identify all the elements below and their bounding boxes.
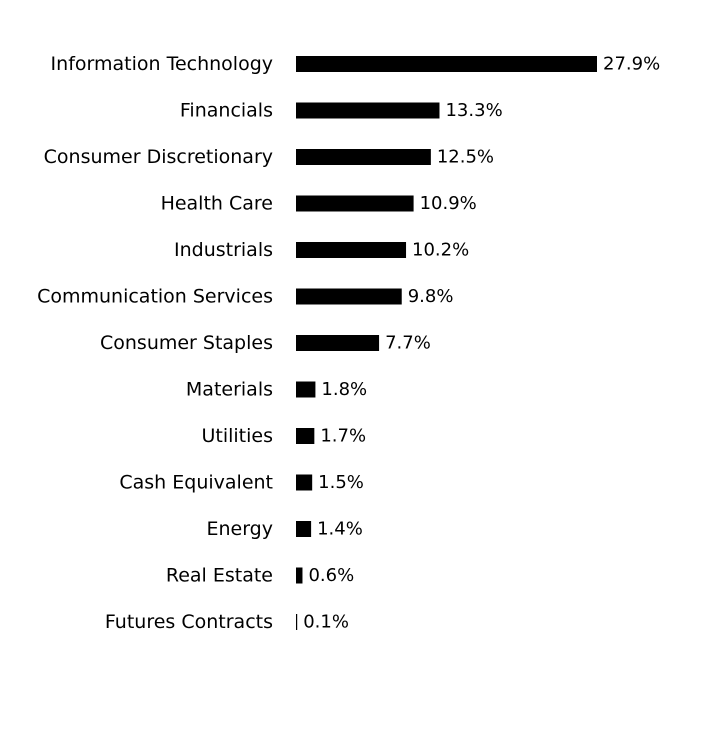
category-label: Consumer Staples — [100, 332, 273, 354]
bar — [296, 521, 312, 537]
category-label: Information Technology — [51, 53, 273, 75]
value-label: 13.3% — [445, 100, 502, 121]
value-label: 10.9% — [420, 193, 477, 214]
value-labels: 27.9% 13.3% 12.5% 10.9% 10.2% 9.8% 7.7% 1.8% 1.7… — [303, 54, 660, 633]
category-label: Financials — [180, 100, 273, 122]
bar — [296, 381, 316, 398]
category-label: Real Estate — [166, 565, 273, 587]
category-label: Cash Equivalent — [119, 472, 273, 494]
value-label: 1.8% — [321, 379, 367, 400]
category-labels: Information Technology Financials Consumer… — [37, 53, 273, 633]
category-label: Futures Contracts — [105, 611, 273, 633]
value-label: 9.8% — [408, 286, 454, 307]
bars — [296, 56, 597, 630]
category-label: Energy — [206, 518, 273, 540]
category-label: Industrials — [174, 239, 273, 261]
value-label: 12.5% — [437, 147, 494, 168]
value-label: 1.5% — [318, 472, 364, 493]
bar — [296, 567, 303, 584]
category-label: Consumer Discretionary — [44, 146, 273, 168]
value-label: 7.7% — [385, 333, 431, 354]
value-label: 1.7% — [320, 426, 366, 447]
bar — [296, 149, 431, 165]
category-label: Utilities — [201, 425, 273, 447]
bar — [296, 335, 380, 351]
value-label: 0.1% — [303, 612, 349, 633]
category-label: Health Care — [161, 193, 273, 215]
value-label: 27.9% — [603, 54, 660, 75]
category-label: Materials — [186, 379, 273, 401]
bar — [296, 614, 298, 630]
category-label: Communication Services — [37, 286, 273, 308]
bar — [296, 288, 402, 305]
bar — [296, 56, 597, 72]
bar — [296, 102, 440, 119]
value-label: 1.4% — [317, 519, 363, 540]
bar — [296, 242, 407, 258]
value-label: 0.6% — [308, 565, 354, 586]
value-label: 10.2% — [412, 240, 469, 261]
bar — [296, 474, 313, 491]
bar — [296, 195, 414, 212]
bar — [296, 428, 315, 444]
